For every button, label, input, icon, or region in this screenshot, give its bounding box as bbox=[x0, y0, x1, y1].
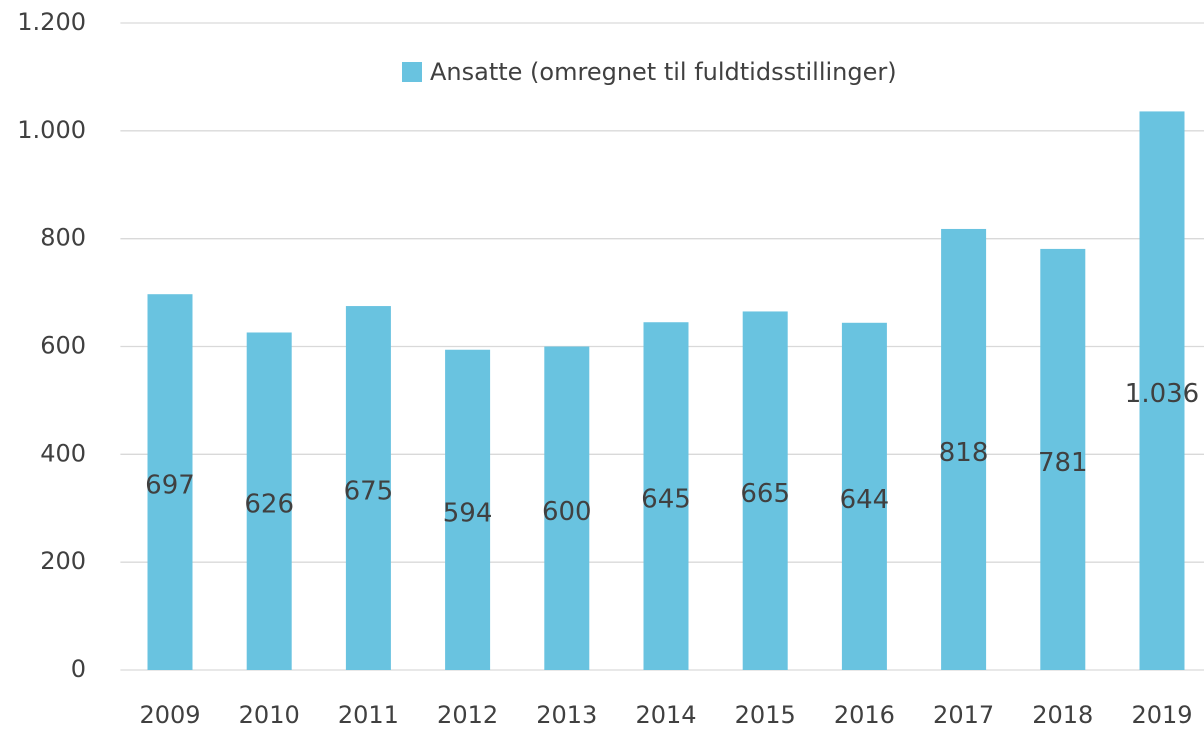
y-tick-label: 1.000 bbox=[17, 116, 86, 144]
x-tick-label: 2019 bbox=[1131, 701, 1192, 729]
data-label: 626 bbox=[244, 490, 294, 520]
legend-swatch bbox=[402, 62, 422, 82]
bar bbox=[246, 332, 292, 670]
y-tick-label: 800 bbox=[40, 224, 86, 252]
data-label: 600 bbox=[542, 497, 592, 527]
data-label: 645 bbox=[641, 485, 691, 515]
bar bbox=[147, 294, 193, 670]
bar bbox=[1139, 111, 1185, 670]
x-tick-label: 2017 bbox=[933, 701, 994, 729]
data-label: 781 bbox=[1038, 448, 1088, 478]
data-label: 644 bbox=[840, 485, 890, 515]
y-tick-label: 0 bbox=[71, 655, 86, 683]
x-tick-label: 2012 bbox=[437, 701, 498, 729]
bar bbox=[643, 322, 689, 670]
x-tick-label: 2014 bbox=[635, 701, 696, 729]
y-tick-label: 1.200 bbox=[17, 8, 86, 36]
bar bbox=[345, 306, 391, 670]
y-tick-label: 200 bbox=[40, 547, 86, 575]
data-label: 818 bbox=[939, 438, 989, 468]
bar bbox=[941, 228, 987, 670]
y-tick-label: 600 bbox=[40, 332, 86, 360]
bar bbox=[742, 311, 788, 670]
data-label: 665 bbox=[740, 479, 790, 509]
x-tick-label: 2018 bbox=[1032, 701, 1093, 729]
x-tick-label: 2016 bbox=[834, 701, 895, 729]
x-tick-label: 2011 bbox=[338, 701, 399, 729]
bar bbox=[1040, 248, 1086, 670]
data-label: 697 bbox=[145, 471, 195, 501]
bar bbox=[841, 322, 887, 670]
legend-label: Ansatte (omregnet til fuldtidsstillinger… bbox=[430, 58, 897, 86]
x-tick-label: 2010 bbox=[239, 701, 300, 729]
x-tick-label: 2013 bbox=[536, 701, 597, 729]
y-tick-label: 400 bbox=[40, 439, 86, 467]
data-label: 1.036 bbox=[1125, 379, 1199, 409]
data-label: 675 bbox=[344, 477, 394, 507]
data-label: 594 bbox=[443, 498, 493, 528]
x-tick-label: 2009 bbox=[139, 701, 200, 729]
x-tick-label: 2015 bbox=[735, 701, 796, 729]
bar bbox=[445, 349, 491, 670]
bar bbox=[544, 346, 590, 670]
